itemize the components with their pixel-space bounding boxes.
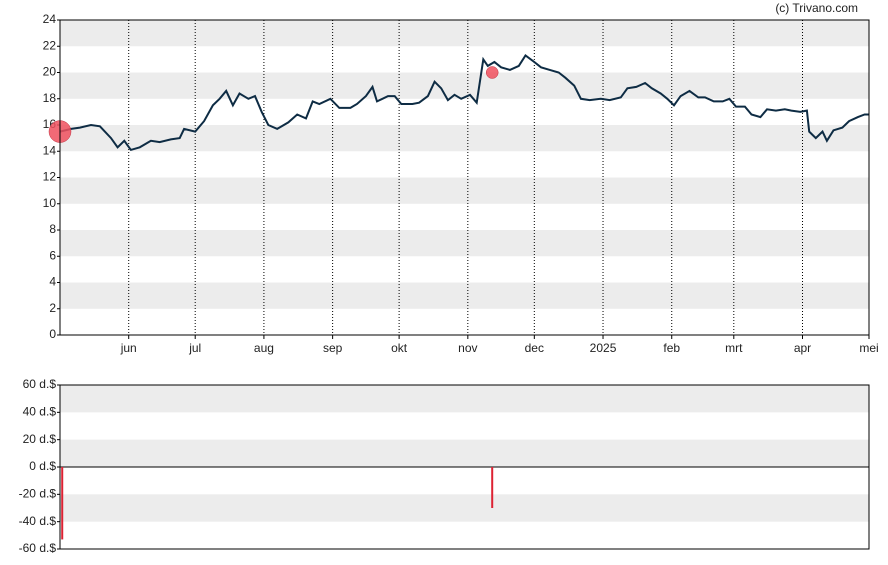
- y-tick-label: 0: [49, 327, 56, 341]
- y-tick-label: -40 d.$: [19, 514, 57, 528]
- x-tick-label: aug: [254, 341, 274, 355]
- x-tick-label: nov: [458, 341, 477, 355]
- y-tick-label: 24: [43, 12, 57, 26]
- grid-band: [60, 20, 869, 47]
- grid-band: [60, 72, 869, 99]
- y-tick-label: 40 d.$: [23, 405, 57, 419]
- grid-band: [60, 494, 869, 522]
- y-tick-label: 6: [49, 248, 56, 262]
- y-tick-label: 2: [49, 301, 56, 315]
- x-tick-label: feb: [663, 341, 680, 355]
- price-line: [59, 53, 869, 152]
- event-marker: [485, 66, 499, 79]
- y-tick-label: -20 d.$: [19, 487, 57, 501]
- y-tick-label: 18: [43, 91, 57, 105]
- y-tick-label: 8: [49, 222, 56, 236]
- plot-frame: [59, 384, 870, 550]
- y-tick-label: 4: [49, 275, 56, 289]
- y-tick-label: 0 d.$: [29, 459, 56, 473]
- grid-band: [60, 230, 869, 257]
- x-tick-label: 2025: [590, 341, 617, 355]
- x-tick-label: mei: [859, 341, 878, 355]
- grid-band: [60, 385, 869, 413]
- credit: (c) Trivano.com: [775, 1, 858, 15]
- grid-band: [60, 439, 869, 467]
- y-tick-label: 20 d.$: [23, 432, 57, 446]
- x-tick-label: apr: [794, 341, 811, 355]
- bar: [491, 467, 494, 508]
- grid-band: [60, 282, 869, 309]
- x-tick-label: dec: [525, 341, 544, 355]
- grid-band: [60, 177, 869, 204]
- y-tick-label: 20: [43, 65, 57, 79]
- y-tick-label: -60 d.$: [19, 541, 57, 555]
- x-tick-label: jun: [120, 341, 137, 355]
- bar: [61, 467, 64, 540]
- grid-band: [60, 125, 869, 152]
- y-tick-label: 22: [43, 38, 57, 52]
- y-tick-label: 10: [43, 196, 57, 210]
- y-tick-label: 12: [43, 170, 57, 184]
- x-tick-label: jul: [188, 341, 201, 355]
- y-tick-label: 60 d.$: [23, 377, 57, 391]
- x-tick-label: sep: [323, 341, 343, 355]
- x-tick-label: mrt: [725, 341, 743, 355]
- y-tick-label: 14: [43, 143, 57, 157]
- x-tick-label: okt: [391, 341, 408, 355]
- plot-frame: [59, 19, 870, 336]
